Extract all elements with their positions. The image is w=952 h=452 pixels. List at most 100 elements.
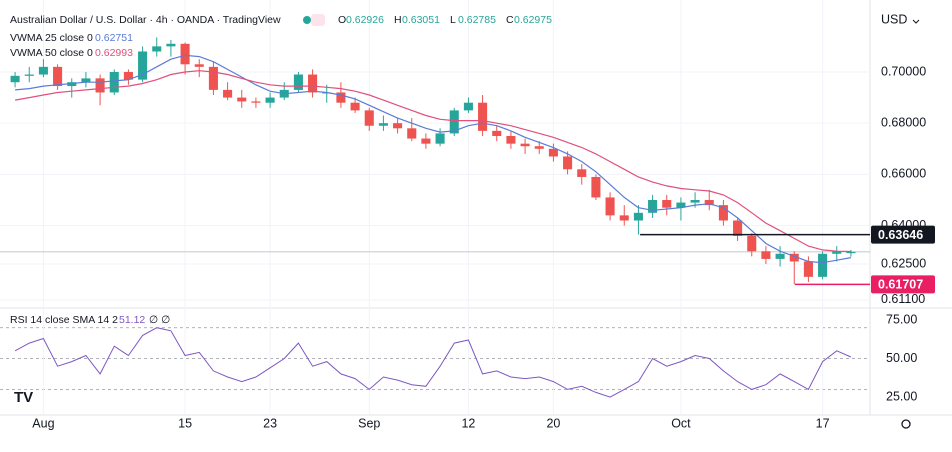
level-tag [871,225,935,244]
candle-body [378,123,388,126]
candle-body [393,123,403,129]
candle-body [704,200,714,206]
candle-body [364,110,374,126]
rsi-flags: ∅ ∅ [149,314,170,326]
candle-body [152,46,162,52]
candle-body [832,251,842,254]
candle-body [463,102,473,111]
currency-label[interactable]: USD [881,12,907,26]
candle-body [548,148,558,157]
marks [0,37,870,398]
candle-body [789,253,799,262]
candle-body [733,220,743,236]
candle-body [10,75,20,83]
rsi-value: 51.12 [119,314,145,326]
rsi-tick-label: 75.00 [886,312,917,326]
candle-body [421,138,431,144]
candle-body [208,66,218,90]
candle-body [633,212,643,221]
candle-body [38,66,48,75]
candle-body [591,176,601,198]
vwma-line [14,70,851,253]
y-tick-label: 0.61100 [881,292,925,306]
status-badge [311,14,325,26]
x-tick-label: 12 [461,416,475,430]
candle-body [194,64,204,67]
candle-body [251,101,261,103]
candle-body [520,143,530,147]
candle-body [492,130,502,136]
settings-icon[interactable] [901,419,911,429]
x-tick-label: Sep [358,416,380,430]
candle-body [648,200,658,213]
candle-body [563,156,573,170]
x-tick-label: 23 [263,416,277,430]
legend-value: 0.62993 [95,47,133,59]
x-tick-label: 20 [546,416,560,430]
candle-body [435,133,445,144]
x-tick-label: Oct [671,416,691,430]
candle-body [407,128,417,139]
candle-body [534,146,544,149]
y-tick-label: 0.62500 [881,256,926,270]
candle-body [690,200,700,203]
chart-title: Australian Dollar / U.S. Dollar · 4h · O… [10,14,281,26]
legend-value: 0.62751 [95,32,133,44]
candle-body [53,66,63,87]
candle-body [67,82,77,87]
level-tag [871,275,935,294]
status-dot [303,16,311,24]
y-tick-label: 0.66000 [881,167,926,181]
candle-body [350,102,360,111]
candle-body [846,251,856,254]
legend-name: VWMA 25 close 0 [10,32,93,44]
candle-body [718,205,728,221]
y-tick-label: 0.70000 [881,64,926,78]
x-tick-label: Aug [32,416,54,430]
candle-body [109,71,119,93]
quote-value: 0.62975 [514,14,552,26]
labels: O 0.62926 H 0.63051 L 0.62785 C 0.62975 VWMA 25 … [10,14,935,430]
candle-body [123,71,133,80]
candle-body [336,92,346,103]
candle-body [478,102,488,131]
quote-value: 0.62926 [346,14,384,26]
candle-body [803,261,813,277]
level-label: 0.61707 [878,278,923,292]
candle-body [24,74,34,76]
legend-name: VWMA 50 close 0 [10,47,93,59]
candle-body [308,74,318,93]
candle-body [775,253,785,259]
candle-body [81,78,91,83]
candle-body [138,51,148,80]
candle-body [676,202,686,208]
x-tick-label: 15 [178,416,192,430]
quote-label: H [394,14,402,26]
level-label: 0.63646 [878,228,923,242]
candle-body [747,235,757,252]
currency-caret [912,19,920,24]
candle-body [95,78,105,93]
candle-body [619,215,629,221]
tv-logo[interactable]: TV [14,389,33,406]
candle-body [506,135,516,144]
rsi-tick-label: 25.00 [886,389,917,403]
rsi-title: RSI 14 close SMA 14 2 [10,314,118,326]
quote-label: C [506,14,514,26]
candle-body [449,110,459,134]
rsi-tick-label: 50.00 [886,351,917,365]
candle-body [577,169,587,177]
rsi-line [14,327,852,398]
candle-body [265,97,275,103]
candle-body [605,197,615,216]
y-tick-label: 0.68000 [881,115,926,129]
candle-body [223,89,233,98]
candle-body [293,74,303,90]
candle-body [818,253,828,277]
candle-body [180,43,190,65]
candle-body [662,200,672,208]
quote-label: L [450,14,456,26]
quote-value: 0.62785 [458,14,496,26]
quote-value: 0.63051 [402,14,440,26]
